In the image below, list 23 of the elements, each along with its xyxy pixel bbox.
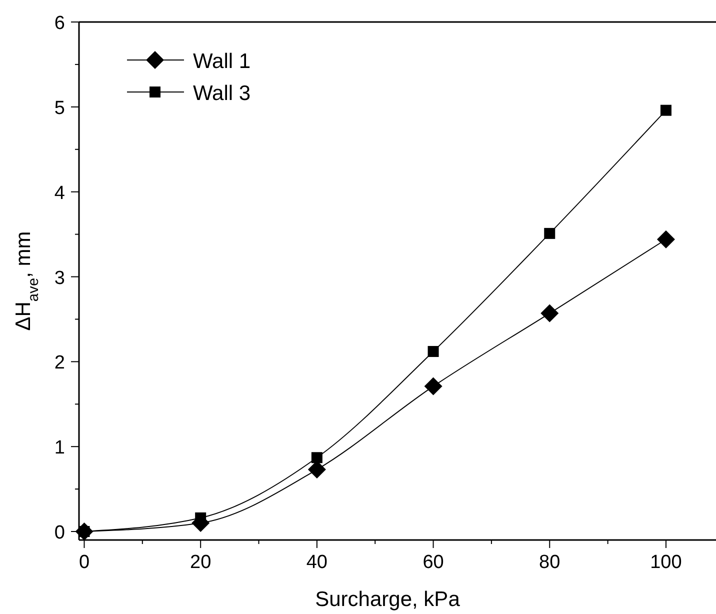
- x-axis-title: Surcharge, kPa: [315, 588, 460, 611]
- x-tick-label: 60: [422, 552, 444, 573]
- point: [424, 377, 442, 396]
- y-tick-label: 2: [54, 352, 65, 374]
- y-tick-label: 4: [54, 182, 66, 204]
- y-tick-label: 6: [54, 13, 65, 34]
- x-tick-label: 0: [78, 552, 90, 573]
- x-tick-label: 40: [306, 552, 328, 573]
- point: [544, 228, 556, 239]
- x-tick-label: 100: [650, 552, 682, 573]
- point: [311, 452, 322, 464]
- legend-label: Wall 1: [193, 50, 251, 73]
- point: [540, 304, 559, 322]
- point: [660, 104, 672, 116]
- y-tick-label: 1: [54, 438, 65, 459]
- point: [656, 230, 675, 248]
- y-tick-label: 3: [54, 268, 65, 289]
- y-tick-label: 0: [54, 522, 65, 544]
- y-tick-label: 5: [54, 98, 65, 119]
- legend-label: Wall 3: [193, 82, 251, 105]
- x-tick-label: 80: [539, 552, 560, 573]
- point: [428, 346, 439, 357]
- x-tick-label: 20: [190, 552, 212, 573]
